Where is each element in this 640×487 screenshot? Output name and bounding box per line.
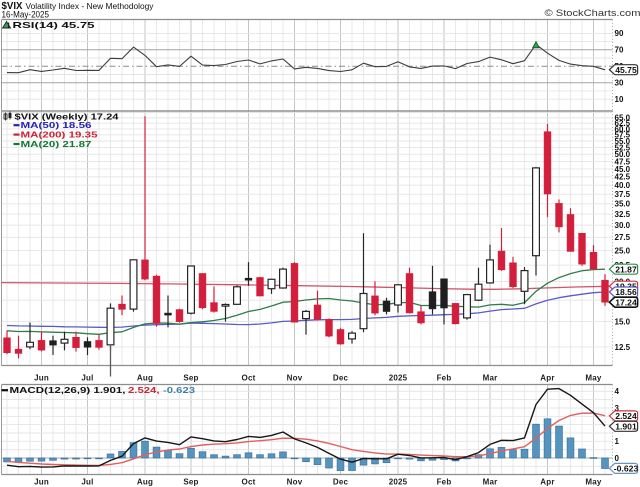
- svg-text:Dec: Dec: [333, 477, 349, 486]
- svg-text:3: 3: [615, 404, 620, 413]
- svg-text:2.524: 2.524: [615, 412, 637, 421]
- svg-text:90: 90: [615, 29, 624, 38]
- svg-text:May: May: [585, 477, 602, 486]
- svg-text:30.0: 30.0: [615, 221, 631, 230]
- svg-text:15.0: 15.0: [615, 318, 631, 327]
- svg-text:Sep: Sep: [183, 373, 198, 382]
- svg-text:30: 30: [615, 79, 624, 88]
- svg-text:Mar: Mar: [483, 373, 498, 382]
- svg-text:47.5: 47.5: [615, 157, 631, 166]
- svg-text:Oct: Oct: [242, 477, 256, 486]
- svg-text:70: 70: [615, 46, 624, 55]
- svg-text:Jul: Jul: [81, 477, 93, 486]
- svg-text:60.0: 60.0: [615, 125, 631, 134]
- svg-text:MA(20) 21.87: MA(20) 21.87: [21, 140, 92, 149]
- svg-text:Aug: Aug: [137, 477, 153, 486]
- svg-text:37.5: 37.5: [615, 190, 631, 199]
- svg-text:21.87: 21.87: [615, 265, 637, 274]
- svg-text:62.5: 62.5: [615, 119, 631, 128]
- svg-text:Nov: Nov: [287, 373, 303, 382]
- svg-text:Feb: Feb: [437, 477, 452, 486]
- svg-text:MA(200) 19.35: MA(200) 19.35: [21, 131, 99, 140]
- svg-text:Nov: Nov: [287, 477, 303, 486]
- svg-text:Jun: Jun: [34, 477, 49, 486]
- svg-text:18.56: 18.56: [615, 288, 637, 297]
- svg-text:Mar: Mar: [483, 477, 498, 486]
- svg-text:27.5: 27.5: [615, 233, 631, 242]
- svg-text:Volatility Index - New Methodo: Volatility Index - New Methodology: [26, 1, 155, 11]
- svg-text:1.901: 1.901: [615, 422, 637, 431]
- svg-text:55.0: 55.0: [615, 137, 631, 146]
- svg-text:Oct: Oct: [242, 373, 256, 382]
- svg-text:65.0: 65.0: [615, 114, 631, 123]
- svg-text:0: 0: [615, 454, 620, 463]
- svg-text:45.75: 45.75: [615, 66, 637, 75]
- svg-text:© StockCharts.com: © StockCharts.com: [545, 8, 640, 19]
- svg-text:Apr: Apr: [540, 477, 554, 486]
- svg-text:2025: 2025: [389, 373, 408, 382]
- svg-text:MACD(12,26,9) 1.901,: MACD(12,26,9) 1.901,: [10, 385, 126, 395]
- svg-text:-0.623: -0.623: [614, 465, 639, 474]
- svg-text:1: 1: [615, 437, 620, 446]
- svg-text:25.0: 25.0: [615, 247, 631, 256]
- svg-text:50.0: 50.0: [615, 150, 631, 159]
- svg-text:Apr: Apr: [540, 373, 554, 382]
- svg-text:32.5: 32.5: [615, 210, 631, 219]
- svg-text:Jul: Jul: [81, 373, 93, 382]
- svg-text:Sep: Sep: [183, 477, 198, 486]
- svg-text:MA(50) 18.56: MA(50) 18.56: [21, 121, 93, 130]
- svg-text:12.5: 12.5: [615, 343, 631, 352]
- svg-text:$VIX: $VIX: [2, 1, 23, 12]
- svg-text:52.5: 52.5: [615, 143, 631, 152]
- svg-text:Aug: Aug: [137, 373, 153, 382]
- svg-text:35.0: 35.0: [615, 200, 631, 209]
- svg-text:40.0: 40.0: [615, 181, 631, 190]
- svg-text:Dec: Dec: [333, 373, 349, 382]
- svg-text:Jun: Jun: [34, 373, 49, 382]
- svg-text:$VIX (Weekly) 17.24: $VIX (Weekly) 17.24: [15, 112, 119, 122]
- svg-text:4: 4: [615, 387, 620, 396]
- svg-text:45.0: 45.0: [615, 165, 631, 174]
- svg-text:2025: 2025: [389, 477, 408, 486]
- svg-text:Feb: Feb: [437, 373, 452, 382]
- svg-text:16-May-2025: 16-May-2025: [2, 9, 50, 19]
- svg-text:May: May: [585, 373, 602, 382]
- svg-text:RSI(14) 45.75: RSI(14) 45.75: [13, 20, 96, 30]
- svg-text:10: 10: [615, 95, 624, 104]
- svg-text:17.24: 17.24: [615, 298, 637, 307]
- svg-text:57.5: 57.5: [615, 131, 631, 140]
- svg-text:-0.623: -0.623: [163, 385, 195, 395]
- svg-text:2.524,: 2.524,: [128, 385, 160, 395]
- svg-text:42.5: 42.5: [615, 173, 631, 182]
